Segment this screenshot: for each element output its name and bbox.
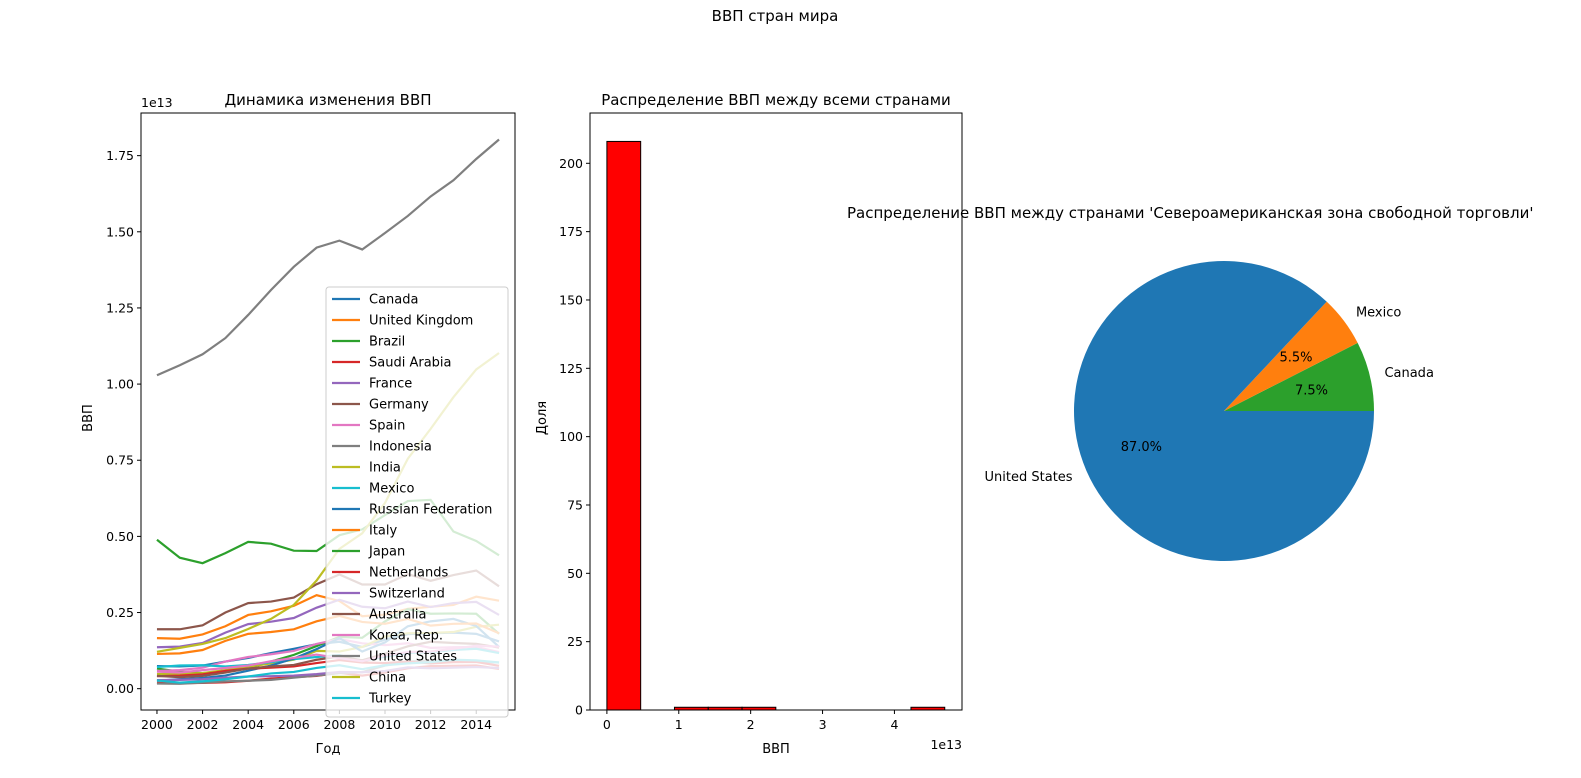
legend-entry: Netherlands xyxy=(369,566,448,581)
legend-entry: Mexico xyxy=(369,482,414,497)
pie-slice-percent: 5.5% xyxy=(1279,350,1312,365)
line-y-tick-label: 0.25 xyxy=(106,605,134,620)
line-x-tick-label: 2004 xyxy=(232,717,264,732)
legend-entry: Saudi Arabia xyxy=(369,356,452,371)
histogram-ylabel: Доля xyxy=(535,401,550,435)
line-y-tick-label: 1.50 xyxy=(106,224,134,239)
histogram-y-tick-label: 125 xyxy=(559,361,583,376)
histogram-title: Распределение ВВП между всеми странами xyxy=(601,91,951,109)
histogram-y-tick-label: 200 xyxy=(559,156,583,171)
histogram-y-tick-label: 50 xyxy=(567,566,583,581)
line-chart-legend: Canada United Kingdom Brazil Saudi Arabia Fr… xyxy=(325,286,509,718)
figure-suptitle: ВВП стран мира xyxy=(712,7,839,25)
legend-entry: United Kingdom xyxy=(369,314,473,329)
histogram-y-tick-label: 150 xyxy=(559,292,583,307)
pie-chart-plot-area: Canada 7.5% Mexico 5.5% United States 87.0% xyxy=(985,260,1434,561)
histogram-y-tick-label: 75 xyxy=(567,497,583,512)
line-y-tick-label: 0.75 xyxy=(106,453,134,468)
histogram-y-tick-label: 175 xyxy=(559,224,583,239)
histogram-y-tick-label: 100 xyxy=(559,429,583,444)
line-y-tick-label: 0.50 xyxy=(106,529,134,544)
line-series-17 xyxy=(156,138,500,377)
legend-entry: Turkey xyxy=(368,692,412,707)
pie-slice-2 xyxy=(1074,260,1374,561)
histogram-y-tick-label: 0 xyxy=(575,703,583,718)
legend-entry: Korea, Rep. xyxy=(369,629,443,644)
pie-slice-percent: 7.5% xyxy=(1295,383,1328,398)
line-x-tick-label: 2008 xyxy=(323,717,355,732)
histogram-x-tick-label: 3 xyxy=(819,717,827,732)
legend-entry: Russian Federation xyxy=(369,503,492,518)
histogram-chart: Распределение ВВП между всеми странами 0… xyxy=(535,91,963,757)
legend-entry: Switzerland xyxy=(369,587,445,602)
line-chart-title: Динамика изменения ВВП xyxy=(224,91,431,109)
histogram-xlabel: ВВП xyxy=(762,742,790,757)
legend-entry: Germany xyxy=(369,398,429,413)
pie-slice-0 xyxy=(1224,342,1374,411)
legend-entry: China xyxy=(369,671,406,686)
line-chart-xlabel: Год xyxy=(316,742,341,757)
histogram-frame xyxy=(589,112,963,711)
pie-slice-label: Mexico xyxy=(1356,305,1401,320)
line-x-tick-label: 2014 xyxy=(460,717,492,732)
line-x-tick-label: 2000 xyxy=(141,717,173,732)
line-x-tick-label: 2012 xyxy=(415,717,447,732)
histogram-y-tick-label: 25 xyxy=(567,634,583,649)
legend-entry: Brazil xyxy=(369,335,405,350)
line-y-tick-label: 1.25 xyxy=(106,300,134,315)
line-chart: Динамика изменения ВВП 2000 2002 2004 2006 2… xyxy=(81,91,516,757)
line-x-tick-label: 2010 xyxy=(369,717,401,732)
histogram-bar-0 xyxy=(606,140,642,711)
legend-entry: Japan xyxy=(368,545,405,560)
pie-slice-label: Canada xyxy=(1384,366,1433,381)
histogram-x-tick-label: 0 xyxy=(603,717,611,732)
line-y-tick-label: 1.75 xyxy=(106,148,134,163)
legend-entry: Indonesia xyxy=(369,440,432,455)
pie-chart-title: Распределение ВВП между странами 'Северо… xyxy=(847,204,1533,222)
line-chart-ylabel: ВВП xyxy=(81,404,96,432)
legend-entry: France xyxy=(369,377,412,392)
histogram-x-tick-label: 2 xyxy=(747,717,755,732)
line-x-tick-label: 2006 xyxy=(278,717,310,732)
pie-slice-1 xyxy=(1224,301,1358,411)
pie-slice-label: United States xyxy=(985,470,1073,485)
legend-entry: Canada xyxy=(369,293,418,308)
legend-entry: United States xyxy=(369,650,457,665)
legend-entry: Spain xyxy=(369,419,405,434)
line-chart-y-offset: 1e13 xyxy=(141,95,173,110)
histogram-x-tick-label: 4 xyxy=(890,717,898,732)
pie-chart: Распределение ВВП между странами 'Северо… xyxy=(847,204,1533,561)
legend-entry: Italy xyxy=(369,524,398,539)
legend-entry: India xyxy=(369,461,401,476)
line-chart-plot-area: 2000 2002 2004 2006 2008 2010 2012 2014 0.00 0.25… xyxy=(106,112,516,732)
line-x-tick-label: 2002 xyxy=(187,717,219,732)
histogram-plot-area: 0 1 2 3 4 0 25 50 75 100 125 150 175 200 xyxy=(559,112,963,732)
pie-slice-percent: 87.0% xyxy=(1121,440,1162,455)
legend-frame xyxy=(325,286,509,718)
legend-entry: Australia xyxy=(369,608,427,623)
histogram-x-tick-label: 1 xyxy=(675,717,683,732)
line-y-tick-label: 0.00 xyxy=(106,681,134,696)
line-y-tick-label: 1.00 xyxy=(106,377,134,392)
histogram-x-offset: 1e13 xyxy=(930,737,962,752)
